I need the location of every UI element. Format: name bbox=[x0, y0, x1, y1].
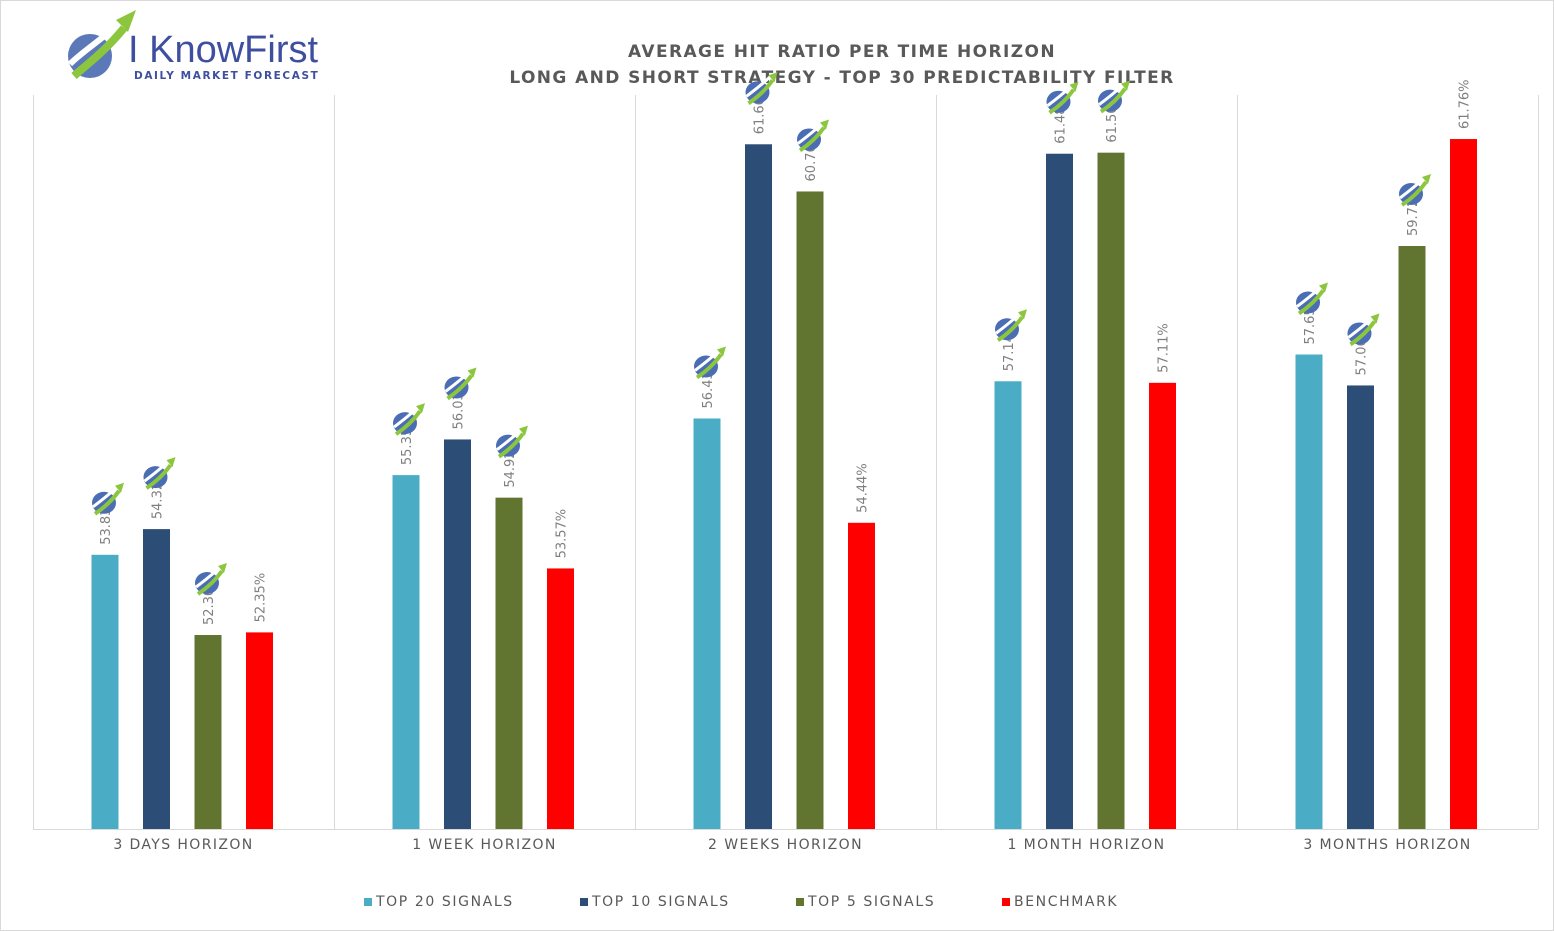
legend-label: TOP 5 SIGNALS bbox=[808, 894, 936, 910]
bar bbox=[1097, 152, 1125, 829]
i-know-first-logo: I KnowFirst DAILY MARKET FORECAST bbox=[67, 10, 319, 82]
logo-wordmark: I KnowFirst bbox=[128, 29, 318, 71]
data-label: 53.57% bbox=[555, 509, 570, 559]
bar bbox=[1295, 354, 1323, 829]
bar bbox=[745, 144, 772, 830]
bar bbox=[796, 191, 824, 829]
x-tick-label: 2 WEEKS HORIZON bbox=[708, 837, 863, 853]
chart-title: AVERAGE HIT RATIO PER TIME HORIZON bbox=[628, 42, 1056, 62]
legend-swatch bbox=[580, 898, 588, 906]
legend-swatch bbox=[796, 898, 804, 906]
legend-label: TOP 20 SIGNALS bbox=[376, 894, 514, 910]
brand-icon bbox=[1046, 81, 1079, 115]
bar bbox=[848, 522, 875, 829]
brand-icon bbox=[393, 403, 425, 436]
data-label: 61.76% bbox=[1458, 79, 1473, 129]
brand-icon bbox=[797, 119, 829, 153]
brand-icon bbox=[1399, 173, 1431, 207]
legend-label: BENCHMARK bbox=[1014, 894, 1119, 910]
x-tick-label: 1 MONTH HORIZON bbox=[1008, 837, 1166, 853]
data-label: 57.11% bbox=[1157, 323, 1172, 373]
bar bbox=[1149, 382, 1176, 829]
brand-icon bbox=[195, 563, 227, 596]
bar bbox=[547, 568, 574, 829]
brand-icon bbox=[92, 482, 124, 516]
legend-item-benchmark: BENCHMARK bbox=[1002, 894, 1118, 910]
bar bbox=[1046, 153, 1073, 830]
bar bbox=[246, 632, 273, 829]
legend-item-top20: TOP 20 SIGNALS bbox=[364, 894, 514, 910]
bar bbox=[1347, 385, 1374, 829]
brand-icon bbox=[1098, 80, 1130, 114]
x-tick-label: 3 MONTHS HORIZON bbox=[1303, 837, 1471, 853]
legend-swatch bbox=[1002, 898, 1010, 906]
bar bbox=[143, 529, 170, 829]
bar bbox=[91, 554, 119, 829]
logo-tagline: DAILY MARKET FORECAST bbox=[134, 70, 319, 82]
chart-subtitle: LONG AND SHORT STRATEGY - TOP 30 PREDICT… bbox=[509, 68, 1175, 88]
brand-icon bbox=[143, 457, 176, 490]
bar bbox=[1450, 139, 1477, 830]
brand-icon bbox=[995, 309, 1027, 342]
x-tick-label: 3 DAYS HORIZON bbox=[113, 837, 253, 853]
brand-icon bbox=[444, 367, 477, 401]
bar bbox=[1398, 245, 1426, 830]
bar bbox=[444, 439, 471, 829]
brand-icon bbox=[496, 425, 528, 459]
legend-item-top10: TOP 10 SIGNALS bbox=[580, 894, 730, 910]
legend-item-top5: TOP 5 SIGNALS bbox=[796, 894, 935, 910]
x-tick-label: 1 WEEK HORIZON bbox=[412, 837, 557, 853]
bar bbox=[194, 635, 222, 829]
data-label: 52.35% bbox=[254, 573, 269, 623]
data-label: 54.44% bbox=[856, 463, 871, 513]
bar bbox=[994, 381, 1022, 829]
bar bbox=[392, 475, 420, 829]
brand-icon bbox=[694, 346, 726, 380]
brand-icon bbox=[1347, 313, 1380, 347]
brand-icon bbox=[745, 72, 778, 105]
bar bbox=[693, 418, 721, 829]
legend-label: TOP 10 SIGNALS bbox=[592, 894, 730, 910]
legend-swatch bbox=[364, 898, 372, 906]
brand-icon bbox=[1296, 282, 1328, 316]
bar bbox=[495, 497, 523, 829]
